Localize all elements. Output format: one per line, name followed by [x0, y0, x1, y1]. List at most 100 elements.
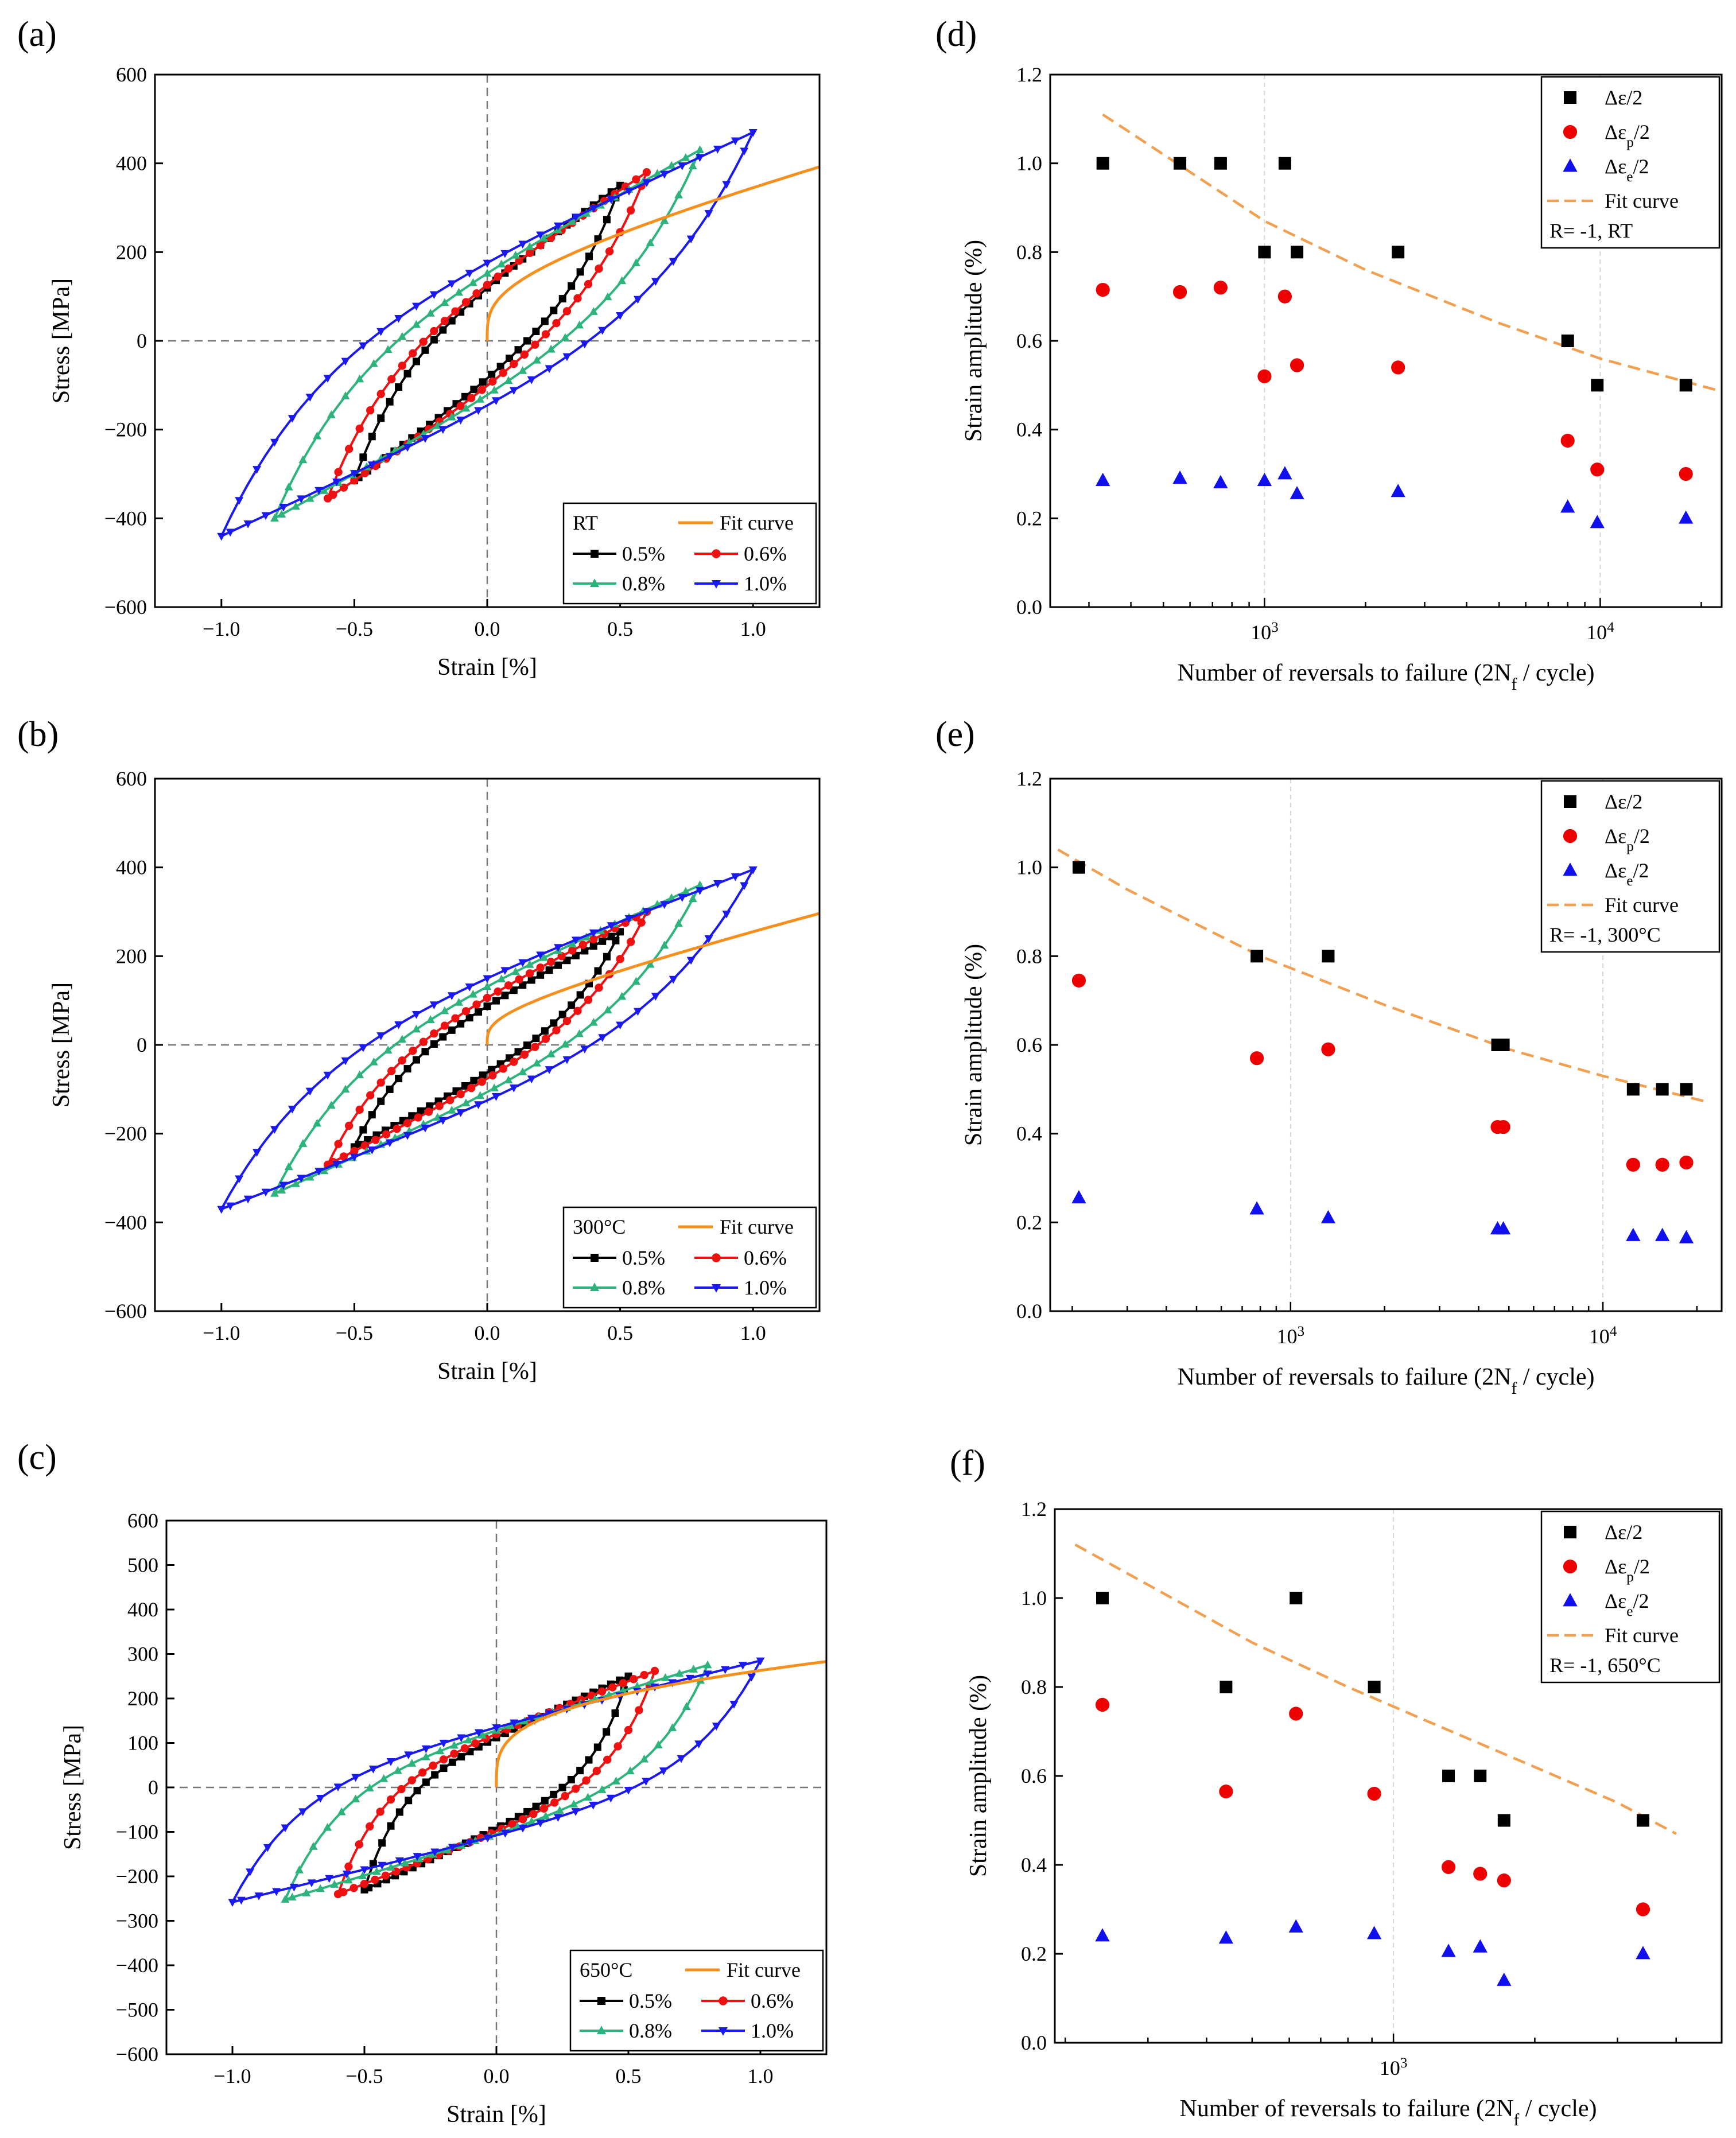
loop-point — [688, 894, 697, 903]
loop-point — [703, 1660, 712, 1669]
loop-point — [381, 1871, 390, 1880]
y-tick-label: 200 — [127, 1687, 158, 1710]
loop-point — [626, 938, 635, 946]
fit-curve — [1074, 1544, 1677, 1835]
loop-point — [297, 1175, 306, 1183]
loop-point — [368, 1765, 378, 1774]
loop-point — [323, 1822, 332, 1831]
loop-point — [515, 975, 523, 984]
data-point — [1679, 379, 1692, 392]
series-plastic-strain — [1096, 281, 1693, 481]
loop-point — [624, 1725, 633, 1735]
loop-point — [567, 1775, 575, 1783]
loop-point — [386, 1863, 395, 1871]
series-plastic-strain — [1071, 973, 1694, 1172]
data-point — [1441, 1943, 1456, 1957]
data-point — [1095, 1697, 1110, 1712]
loop-point — [640, 1670, 648, 1680]
loop-point — [539, 953, 549, 961]
loop-point — [642, 168, 651, 177]
loop-point — [467, 1083, 476, 1093]
loop-point — [561, 1040, 570, 1048]
loop-point — [337, 1807, 346, 1816]
loop-point — [536, 1819, 545, 1828]
data-point — [1257, 369, 1272, 383]
fit-curve — [486, 165, 820, 341]
loop-point — [537, 971, 545, 979]
loop-point — [450, 1750, 459, 1758]
loop-point — [660, 216, 669, 224]
loop-point — [740, 882, 749, 891]
loop-point — [740, 147, 749, 156]
legend: Δε/2 Δεp/2 Δεe/2 Fit curve R= -1, 300°C — [1540, 780, 1721, 953]
data-point — [1249, 1051, 1264, 1066]
x-tick-label: 0.5 — [616, 2065, 642, 2088]
loop-point — [436, 1746, 445, 1755]
x-axis-label: Strain [%] — [437, 1358, 537, 1385]
loop-point — [541, 1027, 549, 1035]
x-tick-label: 1.0 — [748, 2065, 774, 2088]
loop-point — [523, 1807, 531, 1816]
legend-marker — [1563, 862, 1578, 876]
loop-point — [497, 974, 506, 982]
y-tick-label: 0.0 — [1021, 2031, 1047, 2054]
legend: 300°C Fit curve 0.5% 0.6% 0.8% 1.0% — [562, 1206, 817, 1309]
loop-point — [421, 346, 429, 354]
loop-point — [654, 1740, 663, 1748]
legend: 650°C Fit curve 0.5% 0.6% 0.8% 1.0% — [569, 1949, 824, 2052]
data-point — [1289, 1706, 1303, 1721]
loop-point — [349, 470, 359, 478]
data-point — [1278, 157, 1291, 170]
legend-marker — [719, 1996, 728, 2005]
loop-point — [660, 901, 669, 909]
x-tick-label: 0.5 — [607, 617, 633, 640]
loop-point — [496, 363, 504, 371]
panel-d-strain-life-rt: (d) 103 104 0.0 0.2 0.4 0.6 0.8 1.0 1.2 Number of … — [935, 15, 1723, 694]
plot-area — [217, 129, 820, 541]
loop-point — [385, 1139, 394, 1148]
loop-point — [407, 1759, 417, 1767]
loop-point — [704, 210, 713, 218]
loop-point — [413, 1853, 422, 1861]
loop-point — [541, 1812, 550, 1820]
panel-label: (b) — [17, 715, 59, 754]
loop-point — [270, 438, 279, 447]
fit-curve — [495, 1660, 826, 1787]
y-tick-label: 0.8 — [1016, 240, 1042, 263]
loop-point — [309, 1842, 318, 1850]
loop-point — [713, 880, 722, 888]
loop-point — [359, 1126, 367, 1134]
loop-point — [571, 1785, 580, 1793]
x-tick-label: 0.5 — [607, 1321, 633, 1344]
loop-point — [626, 1766, 635, 1775]
loop-point — [438, 1117, 448, 1125]
loop-point — [405, 438, 414, 446]
data-point — [1441, 1860, 1456, 1874]
loop-point — [576, 268, 584, 276]
loop-point — [536, 951, 545, 959]
data-point — [1249, 1201, 1264, 1215]
loop-point — [330, 1880, 339, 1888]
loop-point — [689, 1665, 698, 1673]
loop-point — [448, 1026, 456, 1034]
loop-point — [603, 1755, 612, 1764]
loop-point — [612, 1777, 621, 1785]
series-total-strain — [1096, 1592, 1649, 1827]
legend-entry: Δε/2 — [1605, 790, 1642, 813]
loop-point — [667, 161, 676, 169]
loop-point — [465, 1014, 473, 1022]
loop-point — [393, 1125, 401, 1133]
loop-point — [607, 196, 616, 204]
loop-point — [421, 1752, 430, 1760]
loop-point — [594, 967, 602, 975]
loop-point — [461, 1098, 471, 1107]
loop-point — [568, 939, 577, 947]
loop-point — [333, 1783, 343, 1792]
loop-point — [455, 998, 464, 1006]
loop-point — [575, 1029, 584, 1037]
data-point — [1497, 1039, 1510, 1051]
loop-point — [447, 280, 456, 289]
loop-point — [479, 378, 487, 386]
loop-point — [632, 175, 640, 184]
data-point — [1626, 1157, 1640, 1172]
